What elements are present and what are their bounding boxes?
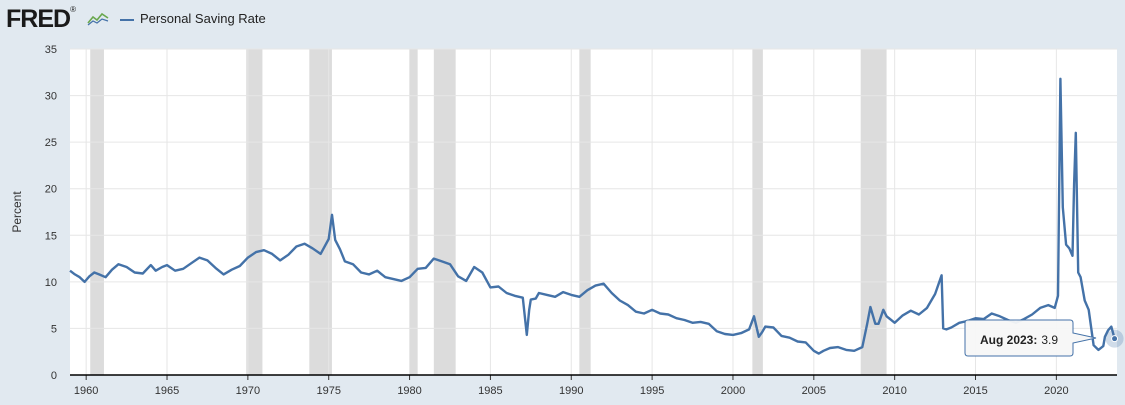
y-axis-label: Percent — [10, 191, 24, 233]
x-tick-label: 1985 — [478, 385, 502, 397]
y-axis: 0 5 10 15 20 25 30 35 — [45, 44, 57, 382]
x-tick-label: 2005 — [802, 385, 826, 397]
x-tick-label: 1975 — [316, 385, 340, 397]
x-tick-label: 2000 — [721, 385, 745, 397]
x-tick-label: 1960 — [74, 385, 98, 397]
y-tick-label: 15 — [45, 230, 57, 242]
tooltip-value: 3.9 — [1041, 333, 1058, 347]
recession-band — [309, 49, 332, 375]
x-axis: 1960 1965 1970 1975 1980 1985 1990 1995 2000 2005… — [74, 375, 1069, 397]
x-tick-label: 1970 — [236, 385, 260, 397]
tooltip-label: Aug 2023: — [980, 333, 1037, 347]
x-tick-label: 2010 — [882, 385, 906, 397]
tooltip-text: Aug 2023: 3.9 — [980, 333, 1058, 347]
x-tick-label: 2015 — [963, 385, 987, 397]
recession-band — [860, 49, 887, 375]
y-tick-label: 35 — [45, 44, 57, 56]
recession-band — [752, 49, 763, 375]
y-tick-label: 30 — [45, 91, 57, 103]
y-tick-label: 10 — [45, 277, 57, 289]
recession-band — [579, 49, 591, 375]
recession-shading — [90, 49, 887, 375]
fred-logo-text: FRED — [6, 5, 71, 33]
tooltip-box — [964, 319, 1097, 357]
fred-logo-mark: ® — [70, 5, 76, 14]
fred-logo[interactable]: FRED® — [6, 5, 76, 34]
y-tick-label: 20 — [45, 184, 57, 196]
y-tick-label: 0 — [51, 370, 57, 382]
recession-band — [246, 49, 263, 375]
series-line-personal-saving-rate[interactable] — [69, 77, 1116, 355]
x-tick-label: 1965 — [155, 385, 179, 397]
legend-label: Personal Saving Rate — [140, 11, 266, 26]
chart-header: FRED® Personal Saving Rate — [0, 0, 1125, 40]
chart-logo-icon — [87, 10, 109, 26]
hover-marker[interactable] — [1111, 335, 1119, 343]
x-tick-label: 2020 — [1044, 385, 1068, 397]
recession-band — [409, 49, 418, 375]
y-tick-label: 5 — [51, 323, 57, 335]
tooltip: Aug 2023: 3.9 — [964, 319, 1097, 357]
legend[interactable]: Personal Saving Rate — [120, 11, 266, 26]
recession-band — [433, 49, 456, 375]
plot-area — [70, 49, 1117, 375]
x-tick-label: 1990 — [559, 385, 583, 397]
x-tick-label: 1995 — [640, 385, 664, 397]
y-tick-label: 25 — [45, 137, 57, 149]
x-gridlines — [85, 49, 1057, 375]
x-tick-label: 1980 — [397, 385, 421, 397]
recession-band — [90, 49, 104, 375]
legend-swatch — [120, 18, 134, 21]
